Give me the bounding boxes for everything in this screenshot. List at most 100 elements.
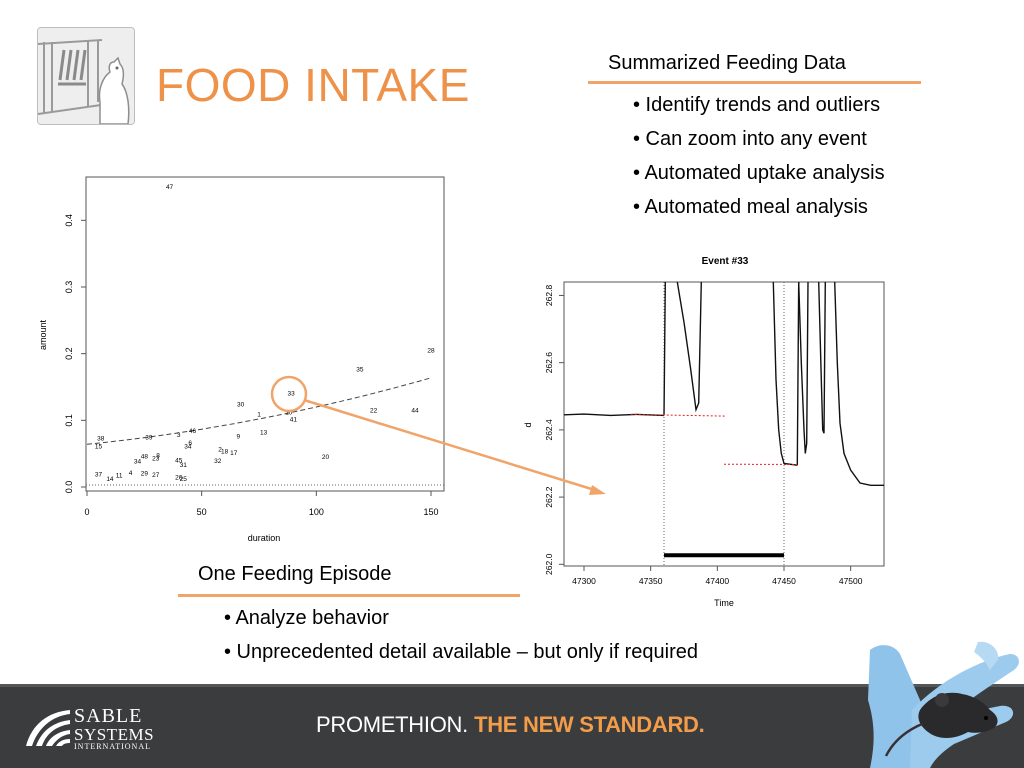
brand-line-2: SYSTEMS [74, 725, 155, 744]
scatter-x-tick-label: 50 [197, 507, 207, 517]
event-y-label: d [523, 422, 533, 427]
scatter-point-label: 9 [237, 433, 241, 440]
mouse-tail-icon [884, 722, 923, 757]
scatter-point-label: 3 [177, 432, 181, 439]
episode-bullet: • Analyze behavior [224, 607, 389, 629]
scatter-point-label: 33 [287, 391, 295, 398]
scatter-point-label: 1 [257, 411, 261, 418]
event-y-tick-label: 262.0 [544, 553, 554, 575]
scatter-x-tick-label: 150 [423, 507, 438, 517]
scatter-point-label: 14 [106, 476, 114, 483]
scatter-y-tick-label: 0.1 [64, 414, 74, 427]
event-x-axis: 47300 47350 47400 47450 47500 [572, 566, 863, 586]
scatter-point-label: 23 [152, 455, 160, 462]
mouse-ear-icon [935, 693, 949, 707]
scatter-point-label: 17 [230, 450, 238, 457]
event-signal-line [834, 281, 884, 486]
event-signal-line [796, 281, 800, 466]
event-signal-line [818, 281, 826, 434]
scatter-point-label: 30 [237, 401, 245, 408]
scatter-point-label: 10 [285, 409, 293, 416]
scatter-y-tick-label: 0.2 [64, 347, 74, 360]
summary-bullet: • Automated meal analysis [633, 196, 868, 218]
scatter-point-label: 15 [95, 443, 103, 450]
scatter-point-label: 35 [356, 367, 364, 374]
event-series [563, 281, 884, 486]
scatter-point-label: 38 [97, 435, 105, 442]
scatter-point-label: 13 [260, 429, 268, 436]
summary-bullet-list: • Identify trends and outliers • Can zoo… [633, 88, 885, 224]
event-y-tick-label: 262.2 [544, 486, 554, 508]
scatter-point-label: 6 [188, 440, 192, 447]
scatter-trend-curve [86, 377, 432, 445]
tagline-product: PROMETHION. [316, 712, 468, 737]
episode-bullet-list: • Analyze behavior • Unprecedented detai… [224, 601, 698, 669]
glove-hand-icon [910, 654, 1019, 768]
mouse-cage-icon [38, 28, 134, 124]
scatter-y-tick-label: 0.0 [64, 481, 74, 494]
scatter-point-label: 39 [145, 435, 153, 442]
event-x-tick-label: 47300 [572, 576, 596, 586]
event-signal-line [772, 281, 798, 466]
scatter-point-label: 26 [175, 475, 183, 482]
scatter-point-label: 47 [166, 184, 174, 191]
episode-bullet: • Unprecedented detail available – but o… [224, 641, 698, 663]
scatter-point-label: 46 [189, 428, 197, 435]
event-chart-title: Event #33 [702, 256, 749, 267]
event-y-tick-label: 262.4 [544, 419, 554, 441]
event-x-tick-label: 47500 [839, 576, 863, 586]
event-signal-line [663, 281, 666, 416]
episode-underline [178, 594, 520, 597]
glove-finger-icon [974, 641, 999, 670]
glove-thumb-icon [868, 645, 924, 768]
scatter-x-axis: 0 50 100 150 [84, 491, 439, 517]
scatter-point-label: 34 [184, 443, 192, 450]
scatter-point-label: 18 [221, 449, 229, 456]
scatter-y-axis: 0.0 0.1 0.2 0.3 0.4 [64, 214, 86, 493]
scatter-y-tick-label: 0.3 [64, 281, 74, 294]
gloved-hand-mouse-photo [868, 641, 1019, 768]
scatter-point-label: 32 [214, 458, 222, 465]
summary-underline [588, 81, 921, 84]
summary-bullet: • Automated uptake analysis [633, 162, 885, 184]
event-signal-line [676, 281, 702, 413]
slide-title: FOOD INTAKE [156, 59, 470, 111]
footer-tagline: PROMETHION. THE NEW STANDARD. [316, 712, 705, 738]
scatter-point-label: 4 [129, 470, 133, 477]
scatter-point-label: 8 [156, 453, 160, 460]
brand-line-1: SABLE [74, 705, 143, 727]
scatter-point-label: 29 [141, 471, 149, 478]
event-x-tick-label: 47400 [706, 576, 730, 586]
scatter-point-label: 34 [134, 459, 142, 466]
brand-line-3: INTERNATIONAL [74, 742, 151, 751]
summary-heading: Summarized Feeding Data [608, 52, 846, 74]
event-vertical-markers [663, 282, 785, 566]
scatter-point-label: 28 [427, 347, 435, 354]
footer-bar [0, 684, 1024, 768]
scatter-point-label: 11 [116, 473, 123, 480]
event-y-tick-label: 262.8 [544, 285, 554, 307]
scatter-point-label: 45 [175, 457, 183, 464]
scatter-point-label: 27 [152, 472, 160, 479]
tagline-slogan: THE NEW STANDARD. [474, 712, 705, 737]
mouse-cage-logo [37, 27, 135, 125]
scatter-point-label: 48 [141, 453, 149, 460]
episode-heading: One Feeding Episode [198, 563, 392, 585]
scatter-plot-frame [85, 176, 445, 492]
event-signal-line [798, 281, 809, 454]
scatter-point-label: 37 [95, 471, 103, 478]
scatter-point-label: 41 [290, 417, 298, 424]
scatter-point-label: 2 [218, 447, 222, 454]
event-y-tick-label: 262.6 [544, 352, 554, 374]
event-y-axis: 262.0 262.2 262.4 262.6 262.8 [544, 285, 564, 575]
scatter-y-label: amount [38, 319, 48, 350]
scatter-point-label: 20 [322, 454, 330, 461]
event-x-label: Time [714, 598, 734, 608]
scatter-x-label: duration [248, 533, 281, 543]
summary-bullet: • Identify trends and outliers [633, 94, 881, 116]
scatter-point-label: 22 [370, 407, 378, 414]
sable-brand: SABLE SYSTEMS INTERNATIONAL [74, 706, 154, 751]
scatter-x-tick-label: 100 [309, 507, 324, 517]
